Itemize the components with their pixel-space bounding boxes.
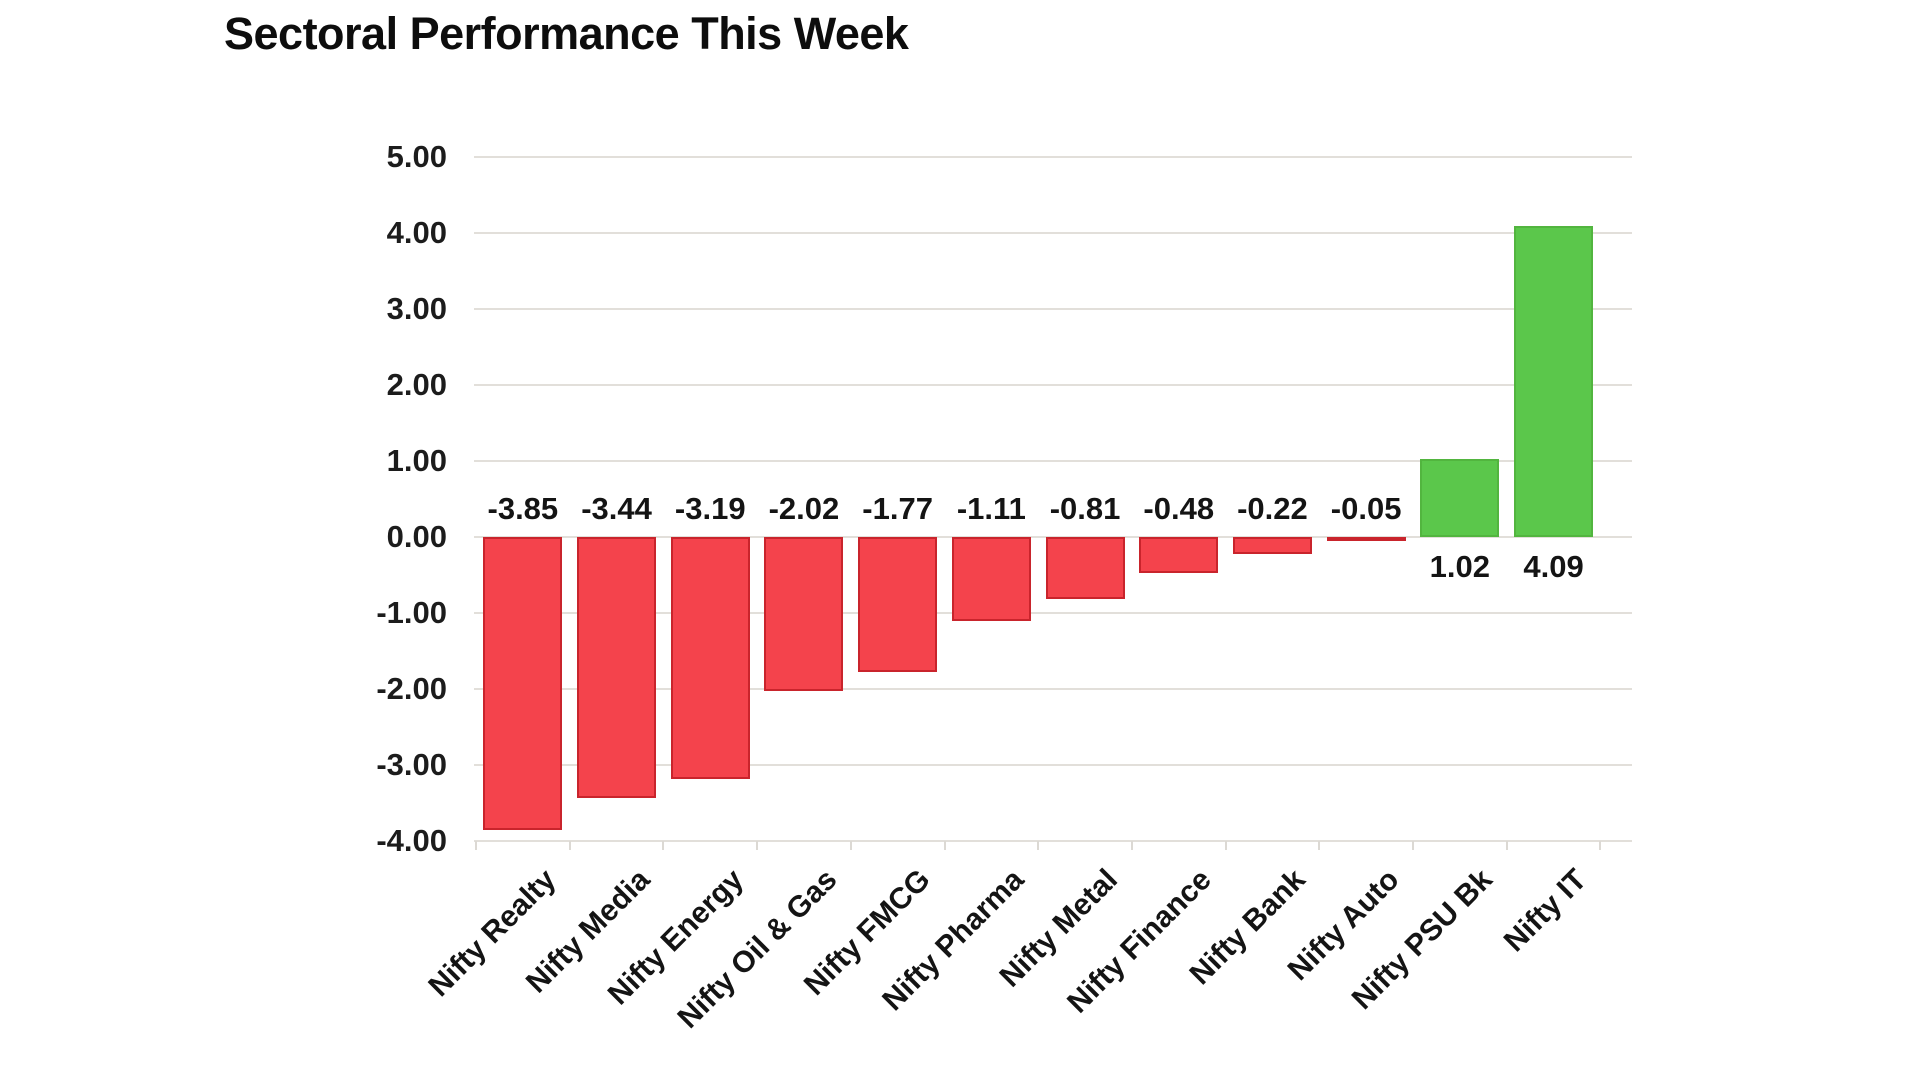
gridline--2.00 [474,688,1632,690]
y-axis-tick-label: 4.00 [386,215,447,250]
gridline--4.00 [474,840,1632,842]
y-axis-tick-label: 2.00 [386,367,447,402]
x-axis-tick-mark [943,841,946,850]
value-label-nifty-oil-gas: -2.02 [768,491,840,526]
x-axis-tick-mark [756,841,759,850]
x-axis-tick-mark [662,841,665,850]
bar-nifty-bank [1232,537,1312,554]
bar-nifty-auto [1326,537,1406,541]
value-label-nifty-fmcg: -1.77 [862,491,933,526]
gridline--3.00 [474,764,1632,766]
value-label-nifty-realty: -3.85 [487,491,559,526]
bar-nifty-oil-gas [764,537,844,691]
bar-nifty-energy [670,537,750,780]
y-axis-tick-label: -4.00 [376,823,447,858]
value-label-nifty-media: -3.44 [581,491,652,526]
x-axis-tick-mark [1130,841,1133,850]
value-label-nifty-bank: -0.22 [1237,491,1308,526]
x-axis-tick-mark [849,841,852,850]
category-label-nifty-it: Nifty IT [1497,863,1593,959]
y-axis-tick-label: -3.00 [376,747,447,782]
value-label-nifty-pharma: -1.11 [956,491,1026,526]
value-label-nifty-energy: -3.19 [674,491,746,526]
gridline-2.00 [474,384,1632,386]
y-axis-tick-label: 0.00 [386,519,447,554]
y-axis-tick-label: 3.00 [386,291,447,326]
value-label-nifty-finance: -0.48 [1143,491,1215,526]
bar-nifty-it [1514,226,1594,537]
x-axis-tick-mark [475,841,477,850]
gridline-5.00 [474,156,1632,158]
bar-nifty-pharma [951,537,1031,622]
value-label-nifty-metal: -0.81 [1049,491,1121,526]
bar-nifty-metal [1045,537,1125,599]
x-axis-tick-mark [568,841,571,850]
value-label-nifty-psu-bk: 1.02 [1429,549,1491,584]
gridline-3.00 [474,308,1632,310]
y-axis-tick-label: -2.00 [376,671,447,706]
value-label-nifty-it: 4.09 [1523,549,1584,584]
gridline--1.00 [474,612,1632,614]
bar-nifty-realty [483,537,563,830]
y-axis-tick-label: 5.00 [386,139,447,174]
bar-nifty-psu-bk [1420,459,1500,537]
x-axis-tick-mark [1412,841,1414,850]
y-axis-tick-label: 1.00 [386,443,447,478]
category-label-nifty-oil-gas: Nifty Oil & Gas [671,863,844,1035]
x-axis-tick-mark [1318,841,1321,850]
x-axis-tick-mark [1599,841,1602,850]
y-axis-tick-label: -1.00 [376,595,447,630]
x-axis-tick-mark [1505,841,1508,850]
x-axis-tick-mark [1224,841,1227,850]
x-axis-tick-mark [1037,841,1040,850]
bar-nifty-fmcg [858,537,938,672]
chart-title: Sectoral Performance This Week [224,8,909,59]
gridline-4.00 [474,232,1632,234]
bar-nifty-finance [1139,537,1219,574]
value-label-nifty-auto: -0.05 [1330,491,1402,526]
gridline-1.00 [474,460,1632,462]
bar-nifty-media [577,537,657,799]
